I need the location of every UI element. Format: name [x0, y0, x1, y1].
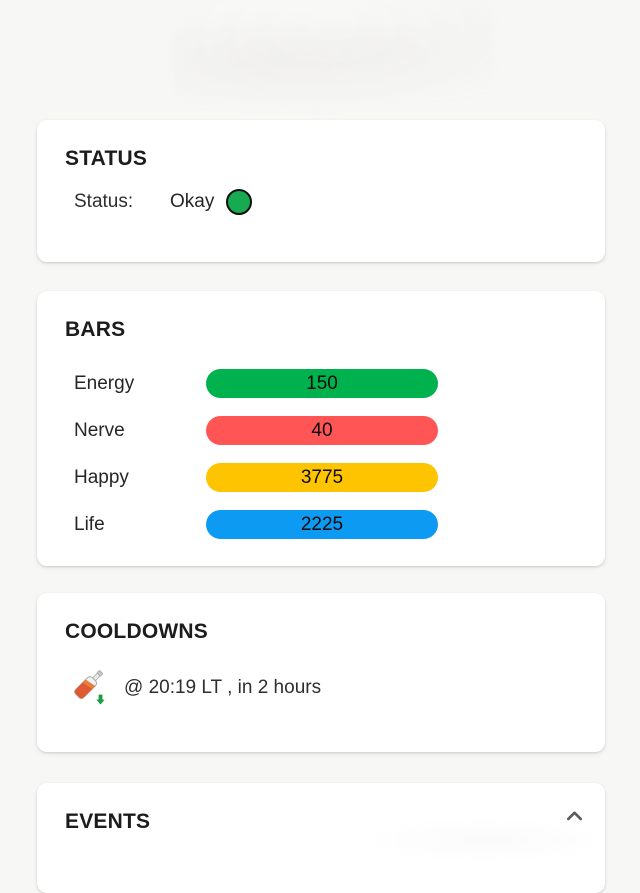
background-watermark-top [172, 0, 494, 112]
bar-row-life: Life 2225 [74, 510, 605, 539]
bar-row-happy: Happy 3775 [74, 463, 605, 492]
bars-card-title: BARS [65, 318, 126, 341]
bar-label: Energy [74, 372, 135, 394]
status-value: Okay [170, 191, 215, 212]
booze-bottle-icon [70, 667, 110, 709]
cooldown-item: @ 20:19 LT , in 2 hours [70, 667, 605, 709]
bars-card: BARS Energy 150 Nerve 40 Happy 3775 Life… [37, 291, 605, 566]
cooldowns-card-title: COOLDOWNS [65, 620, 208, 643]
events-card-title: EVENTS [65, 810, 151, 833]
chevron-up-icon [561, 803, 588, 830]
bar-label: Life [74, 513, 105, 535]
happy-bar-pill: 3775 [206, 463, 438, 492]
status-okay-dot-icon [226, 189, 253, 215]
status-card-title: STATUS [65, 147, 148, 170]
bar-label: Nerve [74, 419, 125, 441]
events-collapse-button[interactable] [559, 801, 589, 831]
events-card: EVENTS [37, 783, 605, 893]
bar-row-energy: Energy 150 [74, 369, 605, 398]
status-row: Status: Okay [74, 189, 605, 215]
life-bar-pill: 2225 [206, 510, 438, 539]
status-label: Status: [74, 191, 134, 212]
cooldowns-card: COOLDOWNS @ 20:19 LT , in 2 hours [37, 593, 605, 752]
nerve-bar-pill: 40 [206, 416, 438, 445]
bar-row-nerve: Nerve 40 [74, 416, 605, 445]
bar-label: Happy [74, 466, 129, 488]
status-card: STATUS Status: Okay [37, 120, 605, 262]
cooldown-text: @ 20:19 LT , in 2 hours [124, 677, 322, 698]
energy-bar-pill: 150 [206, 369, 438, 398]
